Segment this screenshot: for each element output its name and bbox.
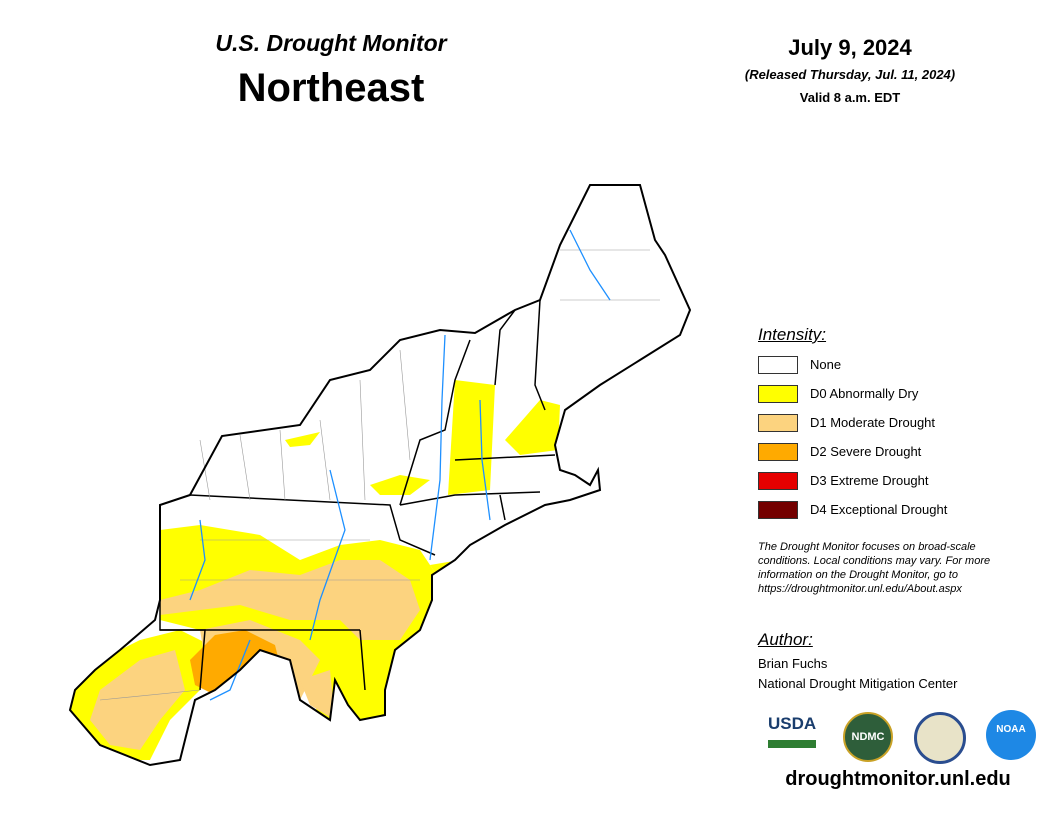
url: droughtmonitor.unl.edu [785,768,1011,790]
county-lines [99,249,660,701]
subtitle: U.S. Drought Monitor [215,30,447,56]
valid: Valid 8 a.m. EDT [799,90,901,105]
region-outline [68,184,692,767]
note-line: conditions. Local conditions may vary. F… [758,555,991,567]
author-title: Author: [758,630,813,649]
legend-title: Intensity: [758,325,827,344]
author-name: Brian Fuchs [758,656,828,671]
legend-swatch [758,385,798,403]
map [68,184,692,767]
note-line: The Drought Monitor focuses on broad-sca… [758,541,976,553]
commerce-logo [914,712,966,764]
legend-swatch [758,472,798,490]
ndmc-logo: NDMC [843,712,893,762]
legend-label: D3 Extreme Drought [810,473,929,488]
legend-label: D0 Abnormally Dry [810,386,919,401]
author-org: National Drought Mitigation Center [758,676,958,691]
legend-label: D2 Severe Drought [810,444,922,459]
legend-swatch [758,356,798,374]
released: (Released Thursday, Jul. 11, 2024) [744,67,956,82]
drought-areas [70,380,560,760]
legend-label: D1 Moderate Drought [810,415,936,430]
title: Northeast [237,66,425,110]
rivers [189,229,611,701]
noaa-logo: NOAA [986,710,1036,760]
legend-swatch [758,501,798,519]
legend-swatch [758,443,798,461]
usda-logo: USDA [768,714,817,748]
legend-swatch [758,414,798,432]
state-lines [159,299,556,691]
note: The Drought Monitor focuses on broad-sca… [758,540,990,596]
note-line: information on the Drought Monitor, go t… [758,569,958,581]
legend-label: D4 Exceptional Drought [810,502,948,517]
note-line: https://droughtmonitor.unl.edu/About.asp… [758,583,962,595]
legend-label: None [810,357,842,372]
date: July 9, 2024 [788,35,912,60]
